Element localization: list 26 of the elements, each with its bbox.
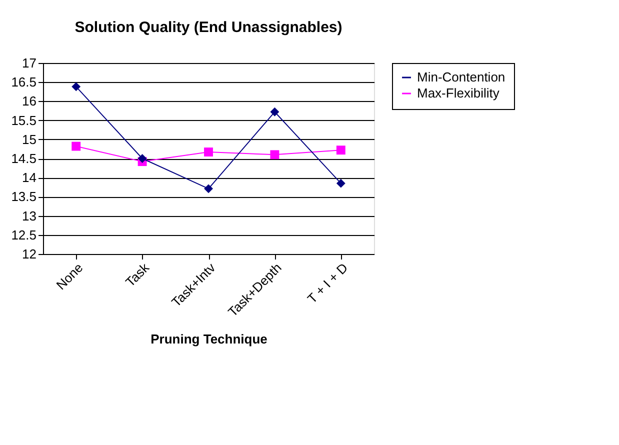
- point: [72, 142, 81, 151]
- point: [336, 146, 346, 155]
- y-tick-label: 12: [22, 246, 36, 262]
- point: [270, 107, 280, 116]
- x-tick-label: Task: [122, 260, 152, 290]
- legend-label: Min-Contention: [417, 70, 506, 84]
- y-tick-label: 16: [22, 94, 36, 109]
- y-tick-label: 14: [22, 170, 36, 186]
- point: [204, 184, 213, 194]
- y-tick-label: 13.5: [11, 189, 36, 204]
- y-tick-label: 16.5: [11, 74, 36, 90]
- chart-title: Solution Quality (End Unassignables): [74, 19, 342, 36]
- x-axis-title: Pruning Technique: [150, 331, 268, 346]
- x-tick-label: T + I + D: [304, 260, 351, 306]
- y-tick-label: 14.5: [11, 151, 36, 166]
- y-tick-label: 13: [22, 208, 36, 224]
- point: [204, 148, 213, 156]
- point: [336, 178, 346, 188]
- y-tick-label: 15.5: [11, 112, 36, 128]
- legend-label: Max-Flexibility: [417, 86, 500, 100]
- y-tick-label: 15: [22, 132, 36, 147]
- point: [270, 150, 280, 160]
- y-tick-label: 12.5: [11, 227, 36, 242]
- y-tick-label: 17: [22, 56, 36, 70]
- point: [138, 154, 147, 163]
- point: [72, 82, 81, 92]
